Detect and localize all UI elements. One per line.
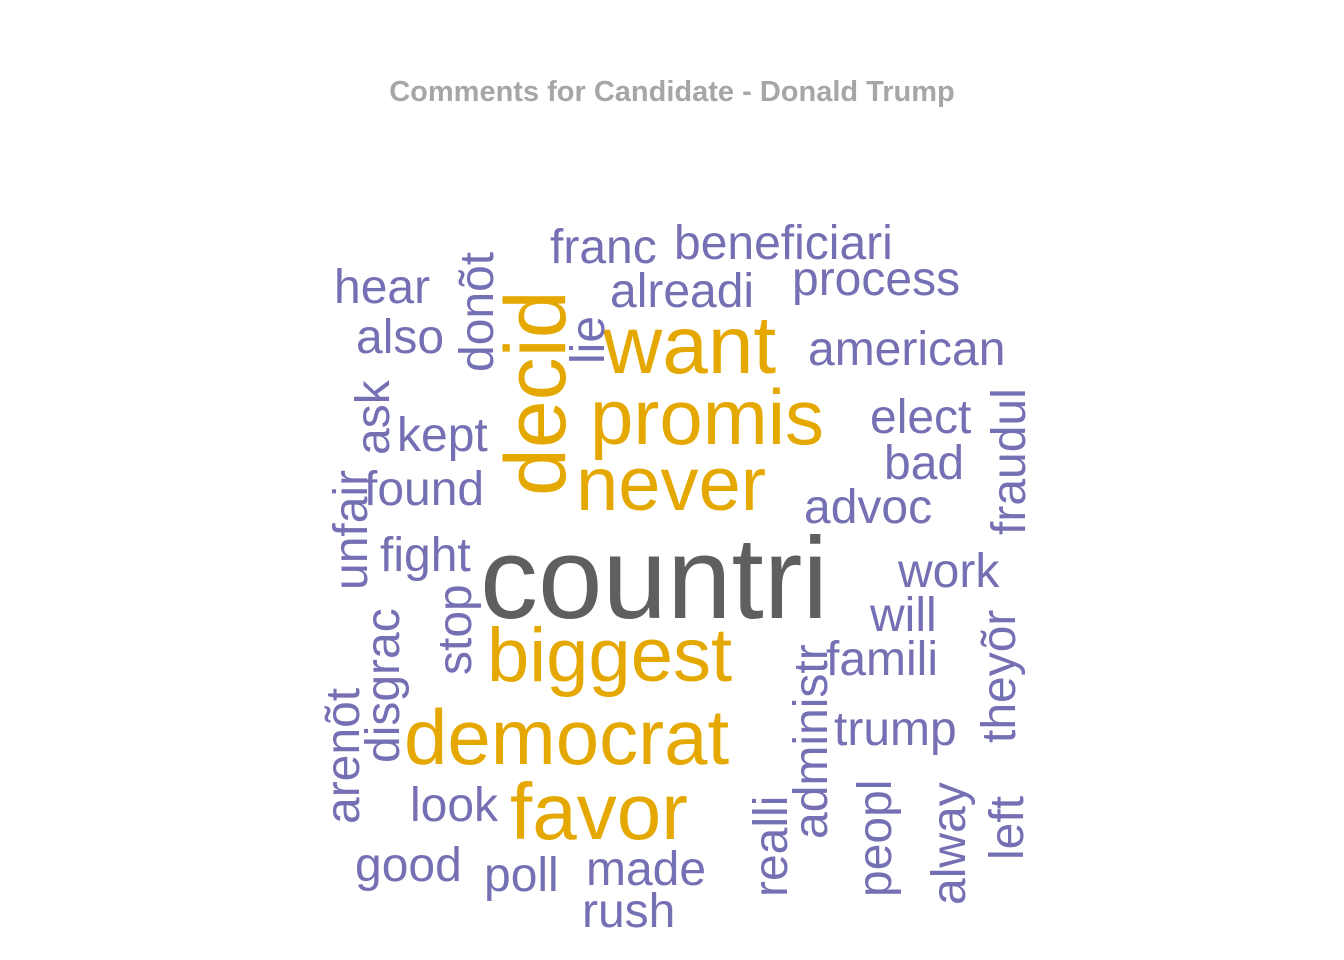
word-hear: hear bbox=[334, 261, 431, 314]
word-elect: elect bbox=[870, 391, 972, 444]
word-favor: favor bbox=[510, 767, 688, 856]
word-arenõt: arenõt bbox=[317, 687, 370, 824]
word-franc: franc bbox=[550, 221, 657, 274]
word-lie: lie bbox=[562, 315, 615, 364]
word-trump: trump bbox=[834, 703, 957, 756]
word-rush: rush bbox=[582, 885, 676, 938]
chart-title: Comments for Candidate - Donald Trump bbox=[389, 76, 955, 108]
word-look: look bbox=[410, 779, 499, 832]
word-poll: poll bbox=[484, 849, 559, 902]
word-advoc: advoc bbox=[804, 481, 933, 534]
word-will: will bbox=[870, 589, 937, 642]
word-realli: realli bbox=[745, 795, 798, 897]
word-bad: bad bbox=[884, 437, 965, 490]
word-donõt: donõt bbox=[451, 251, 504, 372]
word-democrat: democrat bbox=[404, 693, 730, 781]
word-kept: kept bbox=[397, 409, 488, 462]
word-alreadi: alreadi bbox=[610, 265, 755, 318]
word-want: want bbox=[603, 300, 777, 391]
word-theyõr: theyõr bbox=[973, 609, 1026, 743]
word-found: found bbox=[364, 463, 485, 516]
word-process: process bbox=[792, 253, 961, 306]
word-work: work bbox=[898, 545, 1000, 598]
word-unfair: unfair bbox=[325, 469, 378, 590]
word-also: also bbox=[356, 311, 445, 364]
word-left: left bbox=[981, 795, 1034, 860]
word-fraudul: fraudul bbox=[983, 388, 1036, 535]
word-never: never bbox=[576, 442, 767, 527]
word-made: made bbox=[586, 843, 707, 896]
word-peopl: peopl bbox=[849, 779, 902, 897]
word-stop: stop bbox=[429, 584, 482, 675]
word-countri: countri bbox=[480, 513, 829, 643]
word-beneficiari: beneficiari bbox=[674, 217, 893, 270]
word-fight: fight bbox=[380, 529, 471, 582]
word-promis: promis bbox=[590, 373, 825, 461]
word-good: good bbox=[355, 839, 462, 892]
word-alway: alway bbox=[923, 782, 976, 905]
word-famili: famili bbox=[826, 633, 939, 686]
word-biggest: biggest bbox=[487, 613, 733, 698]
word-ask: ask bbox=[347, 380, 400, 455]
word-american: american bbox=[808, 323, 1006, 376]
